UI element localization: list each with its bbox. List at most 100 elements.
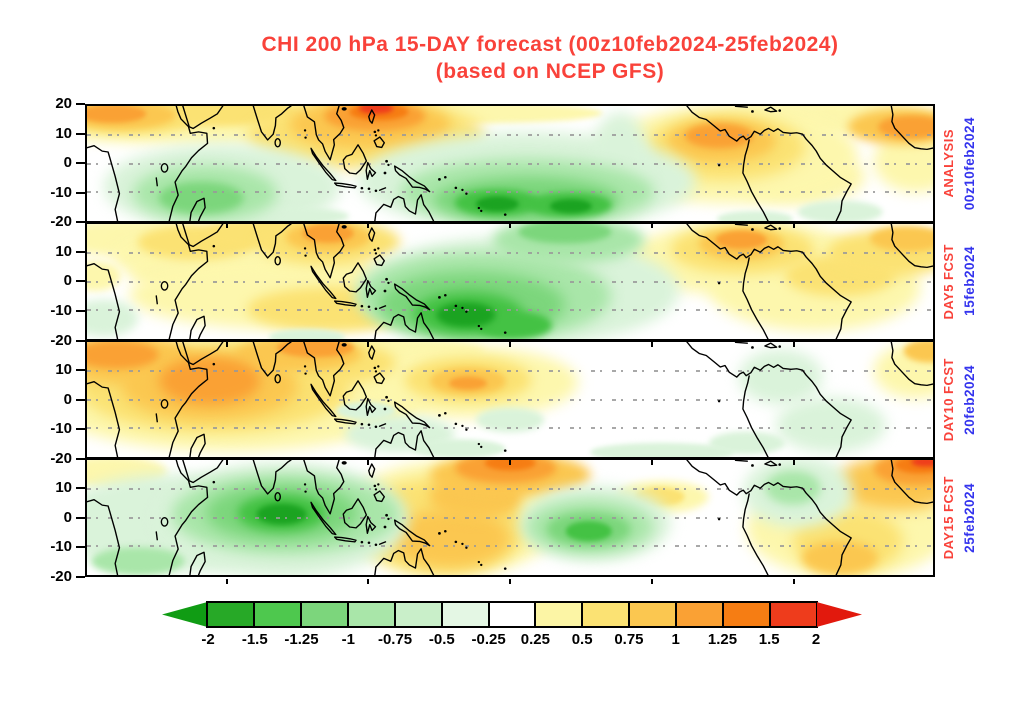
colorbar-tick-label: -2 <box>201 631 215 648</box>
y-axis-tick-label: 10 <box>55 361 72 379</box>
colorbar-tick-label: 0.5 <box>571 631 593 648</box>
y-axis-tick <box>76 191 85 194</box>
panel-type-label: DAY5 FCST <box>938 222 958 340</box>
anomaly-blob <box>448 377 487 390</box>
y-axis-tick <box>76 457 85 460</box>
x-axis-tick <box>792 341 795 347</box>
y-axis-tick-label: 10 <box>55 479 72 497</box>
x-axis-tick <box>225 341 228 347</box>
colorbar-segment <box>346 603 394 626</box>
y-axis-tick-label: 0 <box>63 390 72 408</box>
y-axis-tick-label: -20 <box>50 213 72 231</box>
colorbar-tick-label: 1.25 <box>707 631 738 648</box>
x-axis-tick <box>367 341 370 347</box>
anomaly-blob <box>277 342 354 358</box>
x-axis-tick <box>509 579 512 584</box>
y-axis-tick <box>76 103 85 105</box>
panel-date-label-text: 20feb2024 <box>961 364 977 435</box>
panel-type-label-text: DAY10 FCST <box>940 357 956 442</box>
y-axis-tick <box>76 516 85 519</box>
y-axis-tick <box>76 162 85 165</box>
latitude-gridline <box>87 427 933 430</box>
x-axis-tick <box>509 341 512 347</box>
anomaly-blob <box>484 460 536 471</box>
colorbar-left-arrow <box>162 602 207 627</box>
anomaly-blob <box>903 342 933 363</box>
colorbar-tick-label: 1.5 <box>758 631 780 648</box>
x-axis-tick <box>650 459 653 465</box>
anomaly-blob <box>87 299 138 337</box>
panel-type-label-text: DAY15 FCST <box>940 476 956 560</box>
x-axis-tick <box>792 579 795 584</box>
y-axis-tick <box>76 132 85 135</box>
y-axis-tick-label: -20 <box>50 568 72 585</box>
chart-title: CHI 200 hPa 15-DAY forecast (00z10feb202… <box>261 33 839 56</box>
anomaly-blob <box>391 509 510 567</box>
latitude-gridline <box>87 369 933 372</box>
colorbar-tick-label: 0.25 <box>520 631 550 648</box>
map-panel-day10 <box>87 342 933 460</box>
colorbar: -2 -1.5 -1.25 -1 -0.75 -0.5 -0.25 0.25 0.5 0.75 1 1… <box>162 601 862 653</box>
coastline-map <box>87 106 933 221</box>
panel-type-label-text: DAY5 FCST <box>940 243 956 320</box>
y-axis-tick-label: -20 <box>50 449 72 467</box>
colorbar-segment <box>534 603 582 626</box>
map-panel-day15 <box>87 460 933 575</box>
colorbar-segment <box>252 603 300 626</box>
colorbar-tick-label: -0.5 <box>428 631 455 648</box>
map-panel-day5 <box>87 224 933 342</box>
colorbar-tick-label: 1 <box>671 631 680 648</box>
latitude-gridline <box>87 516 933 519</box>
plot-area <box>85 104 935 577</box>
coastline-map <box>87 224 933 339</box>
y-axis-tick <box>76 398 85 401</box>
latitude-gridline <box>87 162 933 165</box>
colorbar-segment <box>769 603 816 626</box>
latitude-gridline <box>87 191 933 194</box>
coastline-map <box>87 460 933 575</box>
chart-subtitle: (based on NCEP GFS) <box>435 60 665 83</box>
x-axis-tick <box>792 223 795 229</box>
panel-type-label-text: ANALYSIS <box>940 128 956 198</box>
y-axis-tick-label: 0 <box>63 272 72 290</box>
anomaly-blob <box>518 224 612 244</box>
y-axis-tick <box>76 576 85 578</box>
colorbar-tick-label: -1.5 <box>241 631 268 648</box>
anomaly-blob <box>87 342 159 370</box>
y-axis-tick-label: 10 <box>55 124 72 142</box>
anomaly-blob <box>715 230 767 250</box>
anomaly-blob <box>911 460 933 467</box>
y-axis-tick-label: 20 <box>55 95 72 112</box>
y-axis-tick <box>76 250 85 253</box>
x-axis-tick <box>225 579 228 584</box>
latitude-gridline <box>87 487 933 490</box>
x-axis-tick <box>225 459 228 465</box>
anomaly-blob <box>87 106 147 124</box>
anomaly-blob <box>797 200 883 221</box>
colorbar-segment <box>722 603 770 626</box>
x-axis-tick <box>367 223 370 229</box>
x-axis-tick <box>650 579 653 584</box>
y-axis-tick-label: 0 <box>63 154 72 172</box>
y-axis-tick <box>76 280 85 283</box>
colorbar-tick-label: -0.75 <box>377 631 413 648</box>
panel-type-label: DAY10 FCST <box>938 341 958 459</box>
x-axis-tick <box>367 459 370 465</box>
panel-date-label: 20feb2024 <box>959 341 979 459</box>
x-axis-tick <box>225 223 228 229</box>
panel-date-label: 00z10feb2024 <box>959 104 979 222</box>
anomaly-blob <box>590 443 735 457</box>
coastline-map <box>87 342 933 457</box>
latitude-gridline <box>87 280 933 283</box>
latitude-gridline <box>87 309 933 312</box>
panel-date-label-text: 25feb2024 <box>961 482 977 553</box>
colorbar-segment <box>628 603 676 626</box>
anomaly-blob <box>436 302 496 328</box>
x-axis-tick <box>650 341 653 347</box>
anomaly-blob <box>565 521 612 542</box>
y-axis-tick-label: -10 <box>50 420 72 438</box>
latitude-gridline <box>87 133 933 136</box>
x-axis-tick <box>509 223 512 229</box>
panel-date-label-text: 15feb2024 <box>961 246 977 317</box>
